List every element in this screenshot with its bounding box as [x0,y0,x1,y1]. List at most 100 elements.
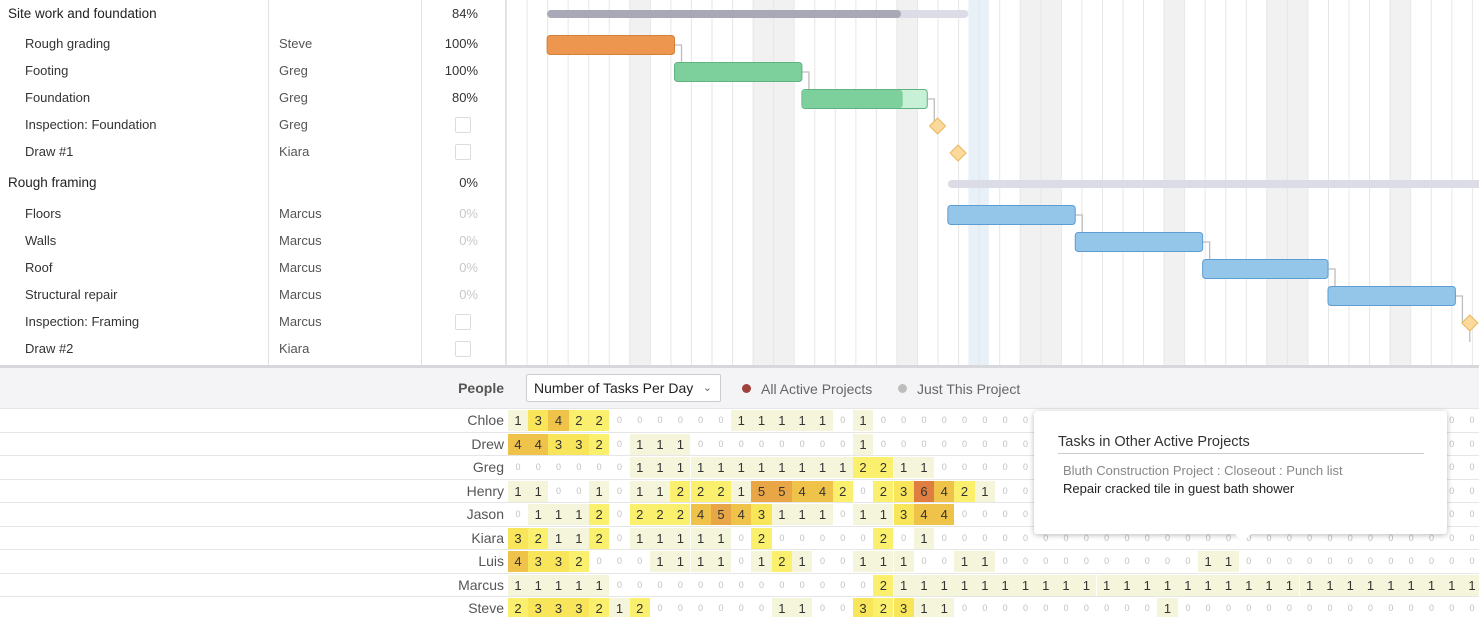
task-name[interactable]: Footing [25,63,69,78]
workload-cell[interactable]: 0 [1340,551,1361,572]
workload-cell[interactable]: 0 [995,527,1016,549]
workload-cell[interactable]: 0 [629,410,650,431]
workload-cell[interactable]: 1 [1177,574,1198,596]
workload-cell[interactable]: 0 [1035,551,1056,572]
workload-cell[interactable]: 0 [649,598,671,617]
workload-cell[interactable]: 2 [670,480,691,502]
workload-cell[interactable]: 0 [670,410,691,431]
workload-cell[interactable]: 0 [1198,598,1219,617]
workload-cell[interactable]: 1 [1299,574,1320,596]
workload-cell[interactable]: 0 [1137,598,1158,617]
task-group-row[interactable]: Site work and foundation 84% [0,0,506,27]
workload-cell[interactable]: 0 [913,433,935,455]
workload-cell[interactable]: 0 [1055,598,1077,617]
workload-cell[interactable]: 0 [954,504,975,525]
workload-cell[interactable]: 0 [670,598,691,617]
workload-cell[interactable]: 1 [548,574,569,596]
workload-cell[interactable]: 0 [954,410,975,431]
workload-cell[interactable]: 2 [751,527,772,549]
workload-cell[interactable]: 0 [1279,551,1300,572]
workload-cell[interactable]: 1 [589,480,610,502]
workload-cell[interactable]: 0 [731,598,752,617]
workload-cell[interactable]: 0 [1461,410,1479,431]
workload-cell[interactable]: 1 [1157,598,1178,617]
workload-cell[interactable]: 1 [792,598,813,617]
workload-cell[interactable]: 0 [1116,598,1138,617]
workload-cell[interactable]: 0 [1441,598,1462,617]
workload-cell[interactable]: 0 [568,480,589,502]
workload-cell[interactable]: 0 [731,551,752,572]
workload-cell[interactable]: 0 [873,410,894,431]
workload-cell[interactable]: 2 [629,598,650,617]
workload-cell[interactable]: 0 [954,457,975,478]
workload-cell[interactable]: 5 [710,504,732,525]
workload-cell[interactable]: 1 [528,574,549,596]
workload-cell[interactable]: 1 [771,457,792,478]
task-row[interactable]: Walls Marcus 0% [0,227,506,254]
workload-cell[interactable]: 0 [954,598,975,617]
workload-cell[interactable]: 0 [751,574,772,596]
workload-cell[interactable]: 2 [690,480,711,502]
workload-cell[interactable]: 0 [832,551,853,572]
workload-cell[interactable]: 1 [629,433,650,455]
workload-cell[interactable]: 0 [1015,504,1036,525]
workload-cell[interactable]: 0 [1441,527,1462,549]
workload-cell[interactable]: 1 [528,504,549,525]
workload-cell[interactable]: 1 [1055,574,1077,596]
workload-cell[interactable]: 0 [974,598,995,617]
workload-cell[interactable]: 1 [913,457,935,478]
workload-cell[interactable]: 1 [913,527,935,549]
workload-cell[interactable]: 1 [954,574,975,596]
task-assignee[interactable]: Steve [279,36,313,51]
panel-splitter[interactable] [0,365,1479,368]
workload-cell[interactable]: 0 [812,598,833,617]
workload-cell[interactable]: 1 [507,480,529,502]
task-row[interactable]: Draw #1 Kiara [0,138,506,165]
workload-cell[interactable]: 0 [995,410,1016,431]
workload-cell[interactable]: 0 [609,457,630,478]
task-assignee[interactable]: Kiara [279,341,310,356]
workload-cell[interactable]: 1 [771,598,792,617]
workload-cell[interactable]: 0 [710,598,732,617]
workload-cell[interactable]: 1 [1198,574,1219,596]
workload-cell[interactable]: 0 [1177,551,1198,572]
workload-cell[interactable]: 1 [913,598,935,617]
workload-cell[interactable]: 0 [1401,598,1422,617]
workload-cell[interactable]: 1 [1441,574,1462,596]
workload-cell[interactable]: 0 [609,551,630,572]
workload-cell[interactable]: 1 [1137,574,1158,596]
workload-cell[interactable]: 2 [589,527,610,549]
workload-cell[interactable]: 4 [812,480,833,502]
workload-cell[interactable]: 0 [670,574,691,596]
workload-cell[interactable]: 1 [710,551,732,572]
workload-cell[interactable]: 2 [771,551,792,572]
workload-cell[interactable]: 0 [832,574,853,596]
workload-cell[interactable]: 1 [507,410,529,431]
workload-cell[interactable]: 0 [1238,551,1259,572]
workload-cell[interactable]: 0 [974,433,995,455]
task-name[interactable]: Roof [25,260,53,275]
task-percent[interactable]: 100% [444,36,478,51]
workload-cell[interactable]: 0 [893,527,914,549]
workload-cell[interactable]: 0 [792,433,813,455]
workload-cell[interactable]: 0 [812,433,833,455]
workload-cell[interactable]: 1 [812,410,833,431]
workload-cell[interactable]: 0 [1015,410,1036,431]
task-name[interactable]: Rough grading [25,36,111,51]
workload-cell[interactable]: 1 [1319,574,1341,596]
workload-cell[interactable]: 0 [649,574,671,596]
workload-cell[interactable]: 0 [690,574,711,596]
workload-cell[interactable]: 5 [771,480,792,502]
workload-cell[interactable]: 0 [1380,598,1401,617]
task-name[interactable]: Inspection: Framing [25,314,140,329]
workload-cell[interactable]: 3 [893,480,914,502]
workload-cell[interactable]: 0 [1015,433,1036,455]
workload-cell[interactable]: 1 [649,457,671,478]
workload-cell[interactable]: 1 [1218,574,1239,596]
workload-cell[interactable]: 1 [670,457,691,478]
workload-cell[interactable]: 1 [548,527,569,549]
workload-cell[interactable]: 0 [589,551,610,572]
workload-cell[interactable]: 0 [995,504,1016,525]
workload-cell[interactable]: 0 [1015,598,1036,617]
workload-cell[interactable]: 0 [609,410,630,431]
